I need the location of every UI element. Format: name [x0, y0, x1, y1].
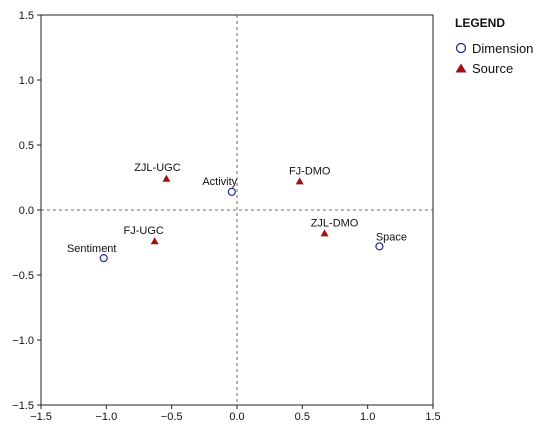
point-activity: [227, 187, 236, 196]
y-tick-label: −1.5: [12, 400, 34, 412]
x-tick-label: 0.5: [295, 411, 310, 423]
x-axis: −1.5 −1.0 −0.5 0.0 0.5 1.0 1.5: [30, 405, 441, 423]
data-points: Activity Sentiment Space ZJL-UGC FJ-DMO FJ-UG…: [67, 162, 407, 263]
point-zjl-dmo: [320, 229, 329, 237]
point-label-activity: Activity: [202, 176, 237, 188]
point-label-zjl-ugc: ZJL-UGC: [134, 162, 181, 174]
y-tick-label: 0.0: [19, 205, 34, 217]
point-label-fj-dmo: FJ-DMO: [289, 165, 331, 177]
y-axis: −1.5 −1.0 −0.5 0.0 0.5 1.0 1.5: [12, 10, 41, 412]
point-fj-ugc: [150, 237, 159, 245]
y-tick-label: 1.5: [19, 10, 34, 22]
y-tick-label: 1.0: [19, 75, 34, 87]
legend-dimension-label: Dimension: [472, 41, 533, 56]
x-tick-label: 0.0: [229, 411, 244, 423]
y-tick-label: 0.5: [19, 140, 34, 152]
point-space: [375, 242, 384, 251]
y-tick-label: −1.0: [12, 335, 34, 347]
y-tick-label: −0.5: [12, 270, 34, 282]
point-sentiment: [99, 254, 108, 263]
legend-title: LEGEND: [455, 16, 505, 30]
legend-dimension-marker: [455, 42, 467, 54]
x-tick-label: −0.5: [161, 411, 183, 423]
point-label-zjl-dmo: ZJL-DMO: [311, 217, 359, 229]
point-label-sentiment: Sentiment: [67, 243, 117, 255]
legend-source-label: Source: [472, 61, 513, 76]
point-zjl-ugc: [162, 174, 171, 182]
x-tick-label: −1.5: [30, 411, 52, 423]
point-label-space: Space: [376, 231, 407, 243]
x-tick-label: −1.0: [95, 411, 117, 423]
legend: LEGEND Dimension Source: [455, 16, 533, 76]
point-fj-dmo: [295, 177, 304, 185]
x-tick-label: 1.0: [360, 411, 375, 423]
point-label-fj-ugc: FJ-UGC: [124, 225, 164, 237]
x-tick-label: 1.5: [425, 411, 440, 423]
legend-source-marker: [455, 63, 467, 73]
